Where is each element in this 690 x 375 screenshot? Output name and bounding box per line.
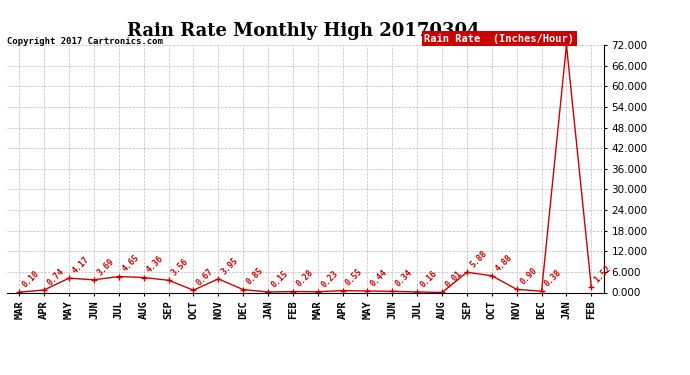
Text: 0.85: 0.85	[244, 266, 265, 287]
Text: 0.55: 0.55	[344, 267, 364, 288]
Text: Rain Rate  (Inches/Hour): Rain Rate (Inches/Hour)	[424, 34, 574, 44]
Text: 3.56: 3.56	[170, 257, 190, 278]
Text: 0.44: 0.44	[369, 268, 389, 288]
Text: Rain Rate Monthly High 20170304: Rain Rate Monthly High 20170304	[127, 22, 480, 40]
Text: 5.88: 5.88	[469, 249, 489, 270]
Text: 4.17: 4.17	[70, 255, 91, 275]
Text: 1.52: 1.52	[593, 264, 613, 285]
Text: 0.28: 0.28	[294, 268, 315, 289]
Text: 0.16: 0.16	[419, 268, 439, 289]
Text: 3.95: 3.95	[219, 256, 240, 276]
Text: 0.67: 0.67	[195, 267, 215, 287]
Text: 4.65: 4.65	[120, 253, 141, 274]
Text: 0.01: 0.01	[444, 269, 464, 290]
Text: Copyright 2017 Cartronics.com: Copyright 2017 Cartronics.com	[7, 38, 163, 46]
Text: 0.90: 0.90	[518, 266, 539, 286]
Text: 4.36: 4.36	[145, 254, 166, 275]
Text: 4.88: 4.88	[493, 252, 514, 273]
Text: 0.38: 0.38	[543, 268, 564, 288]
Text: 0.23: 0.23	[319, 268, 339, 289]
Text: 0.10: 0.10	[21, 269, 41, 290]
Text: 3.69: 3.69	[95, 256, 116, 277]
Text: 0.34: 0.34	[394, 268, 414, 288]
Text: 0.74: 0.74	[46, 267, 66, 287]
Text: 0.15: 0.15	[269, 269, 290, 289]
